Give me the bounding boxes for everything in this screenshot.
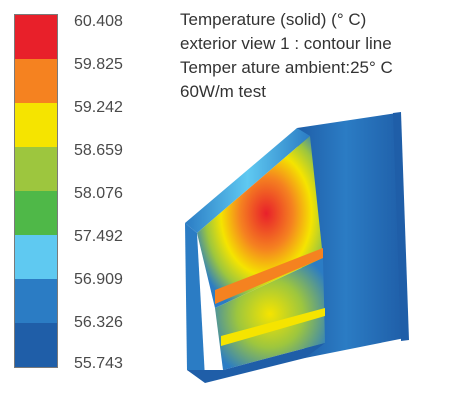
caption-line-test: 60W/m test — [180, 82, 266, 101]
profile-top-flange — [185, 128, 310, 233]
scale-band-1 — [15, 15, 57, 59]
profile-lower-chamber — [215, 258, 325, 370]
scale-tick-label: 56.326 — [74, 314, 123, 331]
color-scale-bar — [14, 14, 58, 368]
profile-back-wall — [297, 113, 405, 358]
scale-band-4 — [15, 147, 57, 191]
scale-band-8 — [15, 323, 57, 367]
scale-tick-label: 59.825 — [74, 56, 123, 73]
scale-tick-label: 58.659 — [74, 142, 123, 159]
profile-edge-rib — [393, 112, 409, 341]
thermal-break-strip — [215, 248, 323, 304]
thermal-contour-render — [185, 112, 409, 383]
simulation-caption: Temperature (solid) (° C) exterior view … — [180, 8, 393, 104]
scale-tick-label: 58.076 — [74, 185, 123, 202]
scale-band-3 — [15, 103, 57, 147]
scale-band-5 — [15, 191, 57, 235]
thermal-break-strip — [221, 308, 325, 346]
scale-tick-label: 57.492 — [74, 228, 123, 245]
caption-line-quantity: Temperature (solid) (° C) — [180, 10, 367, 29]
profile-base — [187, 343, 325, 383]
scale-tick-label: 56.909 — [74, 271, 123, 288]
scale-tick-label: 59.242 — [74, 99, 123, 116]
profile-front-wall — [185, 223, 205, 378]
caption-line-view: exterior view 1 : contour line — [180, 34, 392, 53]
caption-line-ambient: Temper ature ambient:25° C — [180, 58, 393, 77]
scale-band-2 — [15, 59, 57, 103]
scale-band-6 — [15, 235, 57, 279]
scale-tick-label: 60.408 — [74, 13, 123, 30]
scale-band-7 — [15, 279, 57, 323]
scale-tick-label: 55.743 — [74, 355, 123, 372]
